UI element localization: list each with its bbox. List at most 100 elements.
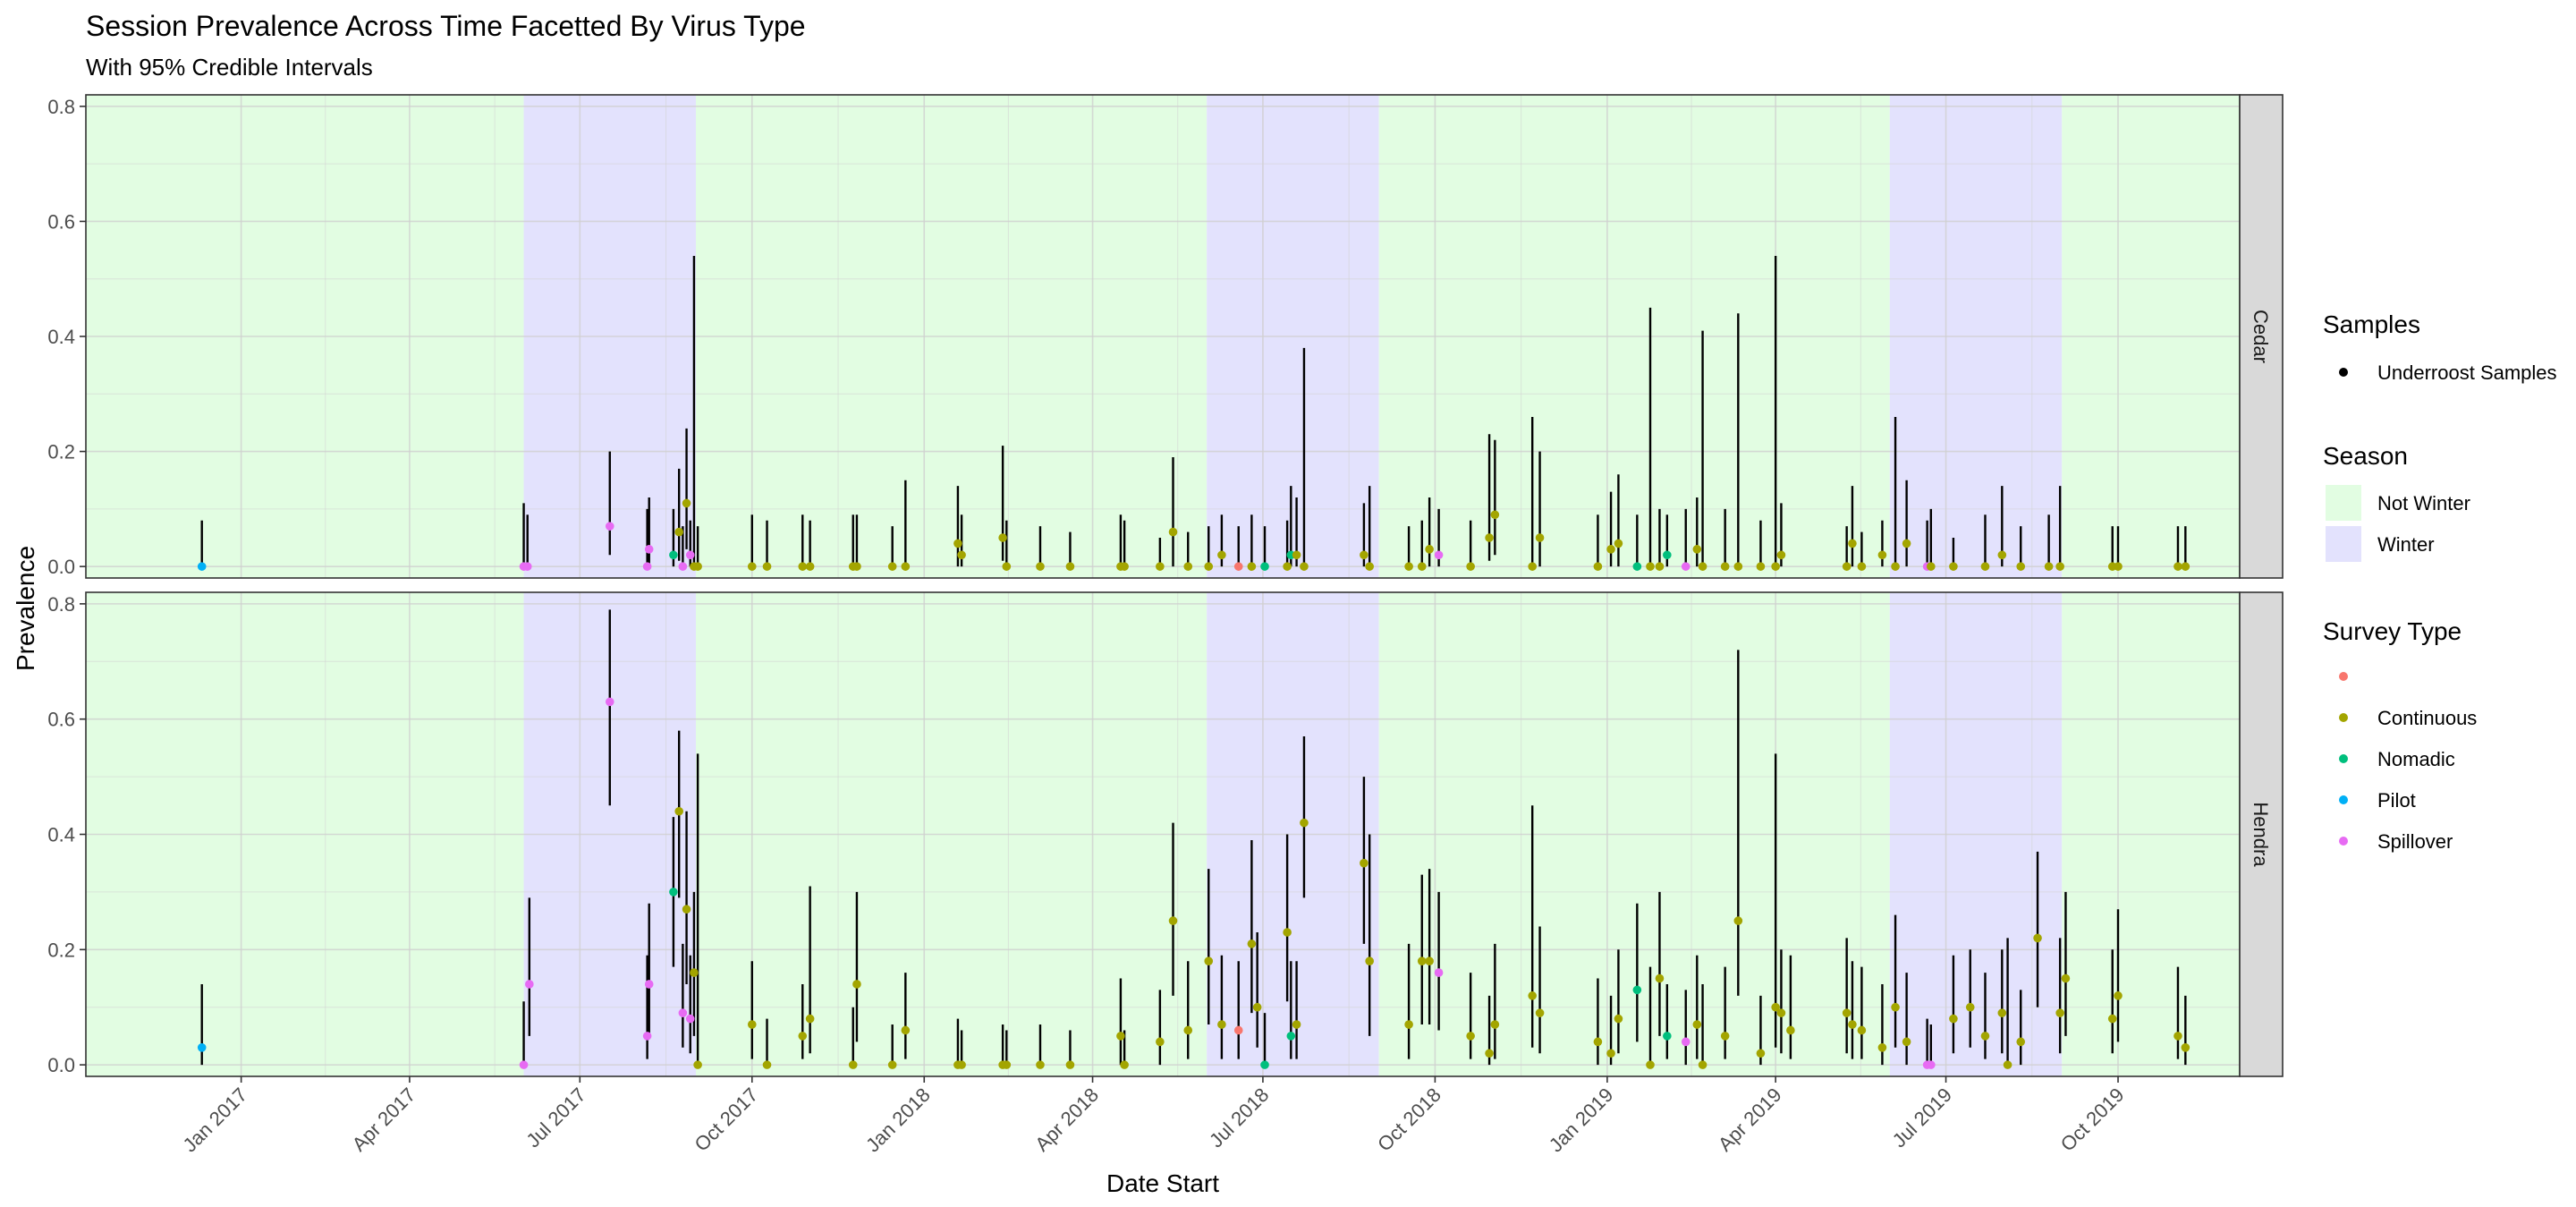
data-point: [2016, 562, 2026, 571]
data-point: [957, 1060, 966, 1069]
x-tick-label: Apr 2019: [1714, 1084, 1786, 1156]
data-point: [674, 527, 683, 537]
data-point: [1891, 562, 1900, 571]
legend-key: [2339, 368, 2348, 377]
data-point: [1425, 956, 1434, 965]
x-tick-label: Oct 2019: [2056, 1084, 2129, 1156]
data-point: [669, 550, 678, 560]
data-point: [1247, 562, 1257, 571]
x-tick-label: Jul 2018: [1205, 1084, 1274, 1152]
data-point: [682, 498, 691, 508]
strip-box: [2239, 94, 2284, 579]
data-point: [1300, 562, 1309, 571]
legend-key: [2339, 754, 2348, 763]
data-point: [1156, 1037, 1165, 1047]
legend-title: Survey Type: [2323, 617, 2462, 645]
data-point: [887, 1060, 897, 1069]
data-point: [1997, 1008, 2007, 1017]
data-point: [1120, 1060, 1129, 1069]
data-point: [644, 980, 654, 989]
y-tick-label: 0.8: [47, 593, 75, 616]
data-point: [644, 545, 654, 554]
data-point: [1365, 562, 1374, 571]
data-point: [642, 562, 652, 571]
data-point: [1698, 1060, 1707, 1069]
data-point: [605, 697, 614, 707]
data-point: [1252, 1002, 1262, 1012]
data-point: [1891, 1002, 1900, 1012]
legend-key: [2326, 526, 2361, 562]
data-point: [747, 1020, 757, 1029]
data-point: [1535, 1008, 1545, 1017]
data-point: [197, 1042, 207, 1052]
data-point: [1980, 1032, 1990, 1041]
data-point: [1720, 562, 1730, 571]
legend-label: Continuous: [2377, 707, 2477, 729]
data-point: [693, 1060, 702, 1069]
data-point: [1593, 1037, 1603, 1047]
data-point: [1692, 545, 1702, 554]
panels-layer: 0.0 0.2 0.4 0.6 0.8 Cedar 0.0 0.2 0.4 0.6 0.8 Hendr…: [47, 94, 2284, 1157]
legend-layer: Samples Underroost Samples Season Not Winte…: [2323, 310, 2557, 853]
chart-title: Session Prevalence Across Time Facetted …: [86, 10, 806, 42]
data-point: [2114, 562, 2123, 571]
data-point: [762, 1060, 772, 1069]
strip-label: Cedar: [2250, 310, 2272, 363]
data-point: [1065, 1060, 1075, 1069]
data-point: [1877, 550, 1887, 560]
data-point: [1927, 562, 1936, 571]
x-tick-label: Jan 2019: [1545, 1084, 1618, 1157]
x-tick-label: Oct 2017: [691, 1084, 763, 1156]
data-point: [901, 562, 911, 571]
data-point: [2181, 1042, 2190, 1052]
legend-key: [2339, 672, 2348, 681]
x-tick-label: Jul 2017: [521, 1084, 590, 1152]
data-point: [1902, 539, 1911, 548]
data-point: [1646, 562, 1655, 571]
y-tick-label: 0.4: [47, 326, 75, 348]
data-point: [1490, 1020, 1500, 1029]
data-point: [605, 522, 614, 531]
data-point: [669, 888, 678, 897]
data-point: [2033, 933, 2042, 943]
data-point: [953, 539, 962, 548]
data-point: [1360, 550, 1368, 560]
data-point: [1927, 1060, 1936, 1069]
data-point: [2044, 562, 2054, 571]
data-point: [2061, 973, 2071, 983]
legend-samples: Samples Underroost Samples: [2323, 310, 2557, 384]
data-point: [642, 1032, 652, 1041]
y-tick-label: 0.2: [47, 939, 75, 961]
data-point: [2055, 1008, 2064, 1017]
data-point: [1217, 1020, 1226, 1029]
data-point: [1283, 562, 1292, 571]
data-point: [1606, 545, 1615, 554]
data-point: [678, 562, 688, 571]
panel-hendra: 0.0 0.2 0.4 0.6 0.8 Hendra: [47, 591, 2284, 1077]
data-point: [1606, 1049, 1615, 1058]
data-point: [1733, 562, 1743, 571]
data-point: [1655, 562, 1665, 571]
data-point: [685, 1014, 695, 1024]
data-point: [678, 1008, 688, 1017]
data-point: [1593, 562, 1603, 571]
data-point: [1466, 562, 1475, 571]
data-point: [1842, 562, 1852, 571]
data-point: [1848, 539, 1857, 548]
data-point: [1681, 562, 1690, 571]
data-point: [1965, 1002, 1975, 1012]
legend-season: Season Not Winter Winter: [2323, 442, 2470, 562]
data-point: [762, 562, 772, 571]
data-point: [2003, 1060, 2012, 1069]
data-point: [1183, 1025, 1193, 1035]
data-point: [1771, 1002, 1780, 1012]
y-tick-label: 0.8: [47, 96, 75, 118]
data-point: [2107, 1014, 2117, 1024]
data-point: [798, 562, 808, 571]
data-point: [1614, 1014, 1623, 1024]
data-point: [1156, 562, 1165, 571]
data-point: [1776, 550, 1786, 560]
data-point: [852, 562, 861, 571]
data-point: [1776, 1008, 1786, 1017]
